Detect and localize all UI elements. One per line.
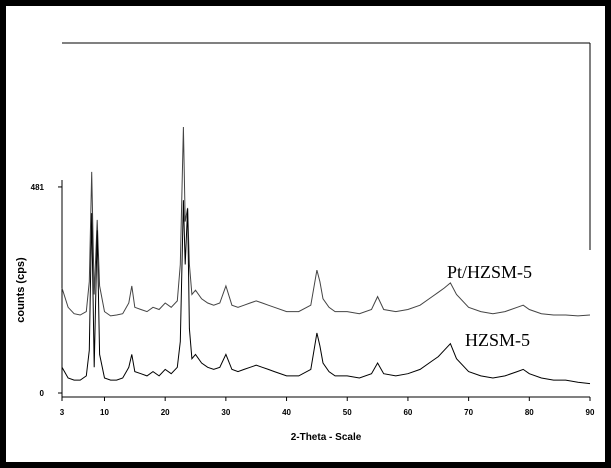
series-line — [61, 126, 591, 317]
series-label: HZSM-5 — [465, 330, 530, 350]
x-tick-label: 30 — [221, 408, 230, 417]
series-label: Pt/HZSM-5 — [447, 262, 532, 282]
y-tick-label: 481 — [31, 183, 45, 192]
x-tick-label: 50 — [343, 408, 352, 417]
x-tick-label: 90 — [586, 408, 595, 417]
x-tick-label: 10 — [100, 408, 109, 417]
x-tick-label: 80 — [525, 408, 534, 417]
series-line — [61, 200, 591, 385]
y-axis-title: counts (cps) — [15, 257, 27, 323]
x-tick-label: 60 — [403, 408, 412, 417]
x-tick-label: 3 — [60, 408, 65, 417]
x-tick-label: 40 — [282, 408, 291, 417]
y-tick-label: 0 — [40, 389, 45, 398]
x-tick-label: 20 — [161, 408, 170, 417]
x-tick-label: 70 — [464, 408, 473, 417]
x-axis-title: 2-Theta - Scale — [291, 432, 362, 443]
